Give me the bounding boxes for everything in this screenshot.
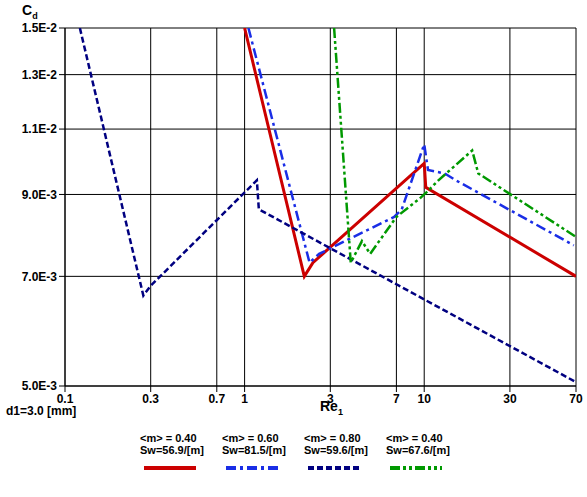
- html-text:<m> = 0.40: <m> = 0.40: [140, 432, 197, 444]
- svg-text:0.7: 0.7: [208, 392, 225, 406]
- svg-text:7.0E-3: 7.0E-3: [22, 270, 58, 284]
- svg-text:1.3E-2: 1.3E-2: [22, 68, 58, 82]
- svg-text:1: 1: [241, 392, 248, 406]
- svg-text:1.1E-2: 1.1E-2: [22, 122, 58, 136]
- svg-text:9.0E-3: 9.0E-3: [22, 188, 58, 202]
- html-text:Cd: Cd: [22, 2, 38, 21]
- html-text:<m> = 0.80: <m> = 0.80: [304, 432, 361, 444]
- svg-text:5.0E-3: 5.0E-3: [22, 379, 58, 393]
- svg-text:0.1: 0.1: [57, 392, 74, 406]
- svg-text:1.5E-2: 1.5E-2: [22, 21, 58, 35]
- svg-text:7: 7: [393, 392, 400, 406]
- html-text:Re1: Re1: [320, 398, 343, 417]
- html-text:Sw=67.6/[m]: Sw=67.6/[m]: [386, 444, 450, 456]
- html-text:Sw=81.5/[m]: Sw=81.5/[m]: [222, 444, 286, 456]
- svg-text:10: 10: [418, 392, 432, 406]
- html-text:<m> = 0.40: <m> = 0.40: [386, 432, 443, 444]
- html-text:Sw=59.6/[m]: Sw=59.6/[m]: [304, 444, 368, 456]
- svg-text:0.3: 0.3: [142, 392, 159, 406]
- svg-text:70: 70: [569, 392, 579, 406]
- html-text:d1=3.0 [mm]: d1=3.0 [mm]: [6, 404, 77, 418]
- html-text:<m> = 0.60: <m> = 0.60: [222, 432, 279, 444]
- svg-text:30: 30: [503, 392, 517, 406]
- html-text:Sw=56.9/[m]: Sw=56.9/[m]: [140, 444, 204, 456]
